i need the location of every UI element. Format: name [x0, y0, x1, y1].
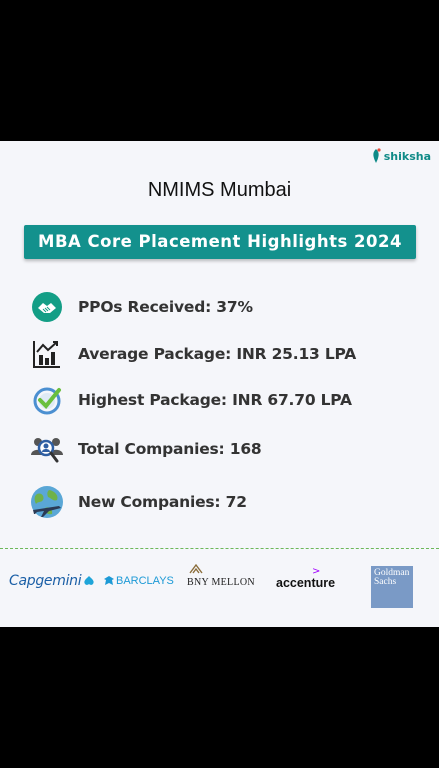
stat-label: Highest Package: INR 67.70 LPA	[78, 391, 352, 409]
accenture-wordmark: accenture	[276, 576, 336, 590]
stat-label: Total Companies: 168	[78, 440, 262, 458]
recruiter-logos: Capgemini BARCLAYS BNY MELLON > accentur…	[0, 561, 439, 621]
stat-total-companies: Total Companies: 168	[26, 429, 262, 469]
bny-mellon-wordmark: BNY MELLON	[187, 577, 255, 588]
highlights-banner: MBA Core Placement Highlights 2024	[24, 225, 416, 259]
goldman-sachs-logo: Goldman Sachs	[371, 566, 413, 608]
accenture-chevron-icon: >	[312, 566, 321, 577]
stat-highest-package: Highest Package: INR 67.70 LPA	[26, 380, 352, 420]
shiksha-logo[interactable]: shiksha	[370, 147, 431, 165]
stat-label: Average Package: INR 25.13 LPA	[78, 345, 357, 363]
stat-average-package: Average Package: INR 25.13 LPA	[26, 334, 356, 374]
infographic-card: shiksha NMIMS Mumbai MBA Core Placement …	[0, 141, 439, 627]
section-divider	[0, 548, 439, 549]
barclays-wordmark: BARCLAYS	[116, 575, 174, 587]
people-search-icon	[26, 429, 68, 469]
goldman-sachs-wordmark: Goldman Sachs	[374, 568, 410, 587]
spade-icon	[84, 576, 94, 585]
bny-mark-icon	[189, 564, 203, 574]
page-title: NMIMS Mumbai	[147, 179, 292, 201]
shiksha-mark-icon	[373, 148, 381, 163]
handshake-icon	[26, 287, 68, 327]
bny-mellon-logo: BNY MELLON	[187, 564, 255, 588]
globe-plane-icon	[26, 482, 68, 522]
capgemini-logo: Capgemini	[9, 573, 96, 589]
check-badge-icon	[26, 380, 68, 420]
barclays-logo: BARCLAYS	[103, 575, 174, 587]
stat-label: New Companies: 72	[78, 493, 247, 511]
stat-new-companies: New Companies: 72	[26, 482, 247, 522]
stat-label: PPOs Received: 37%	[78, 298, 253, 316]
stat-ppos: PPOs Received: 37%	[26, 287, 253, 327]
eagle-icon	[104, 576, 114, 585]
capgemini-wordmark: Capgemini	[9, 573, 82, 589]
accenture-logo: > accenture	[276, 566, 336, 591]
bar-chart-icon	[26, 334, 68, 374]
brand-name: shiksha	[383, 149, 431, 163]
